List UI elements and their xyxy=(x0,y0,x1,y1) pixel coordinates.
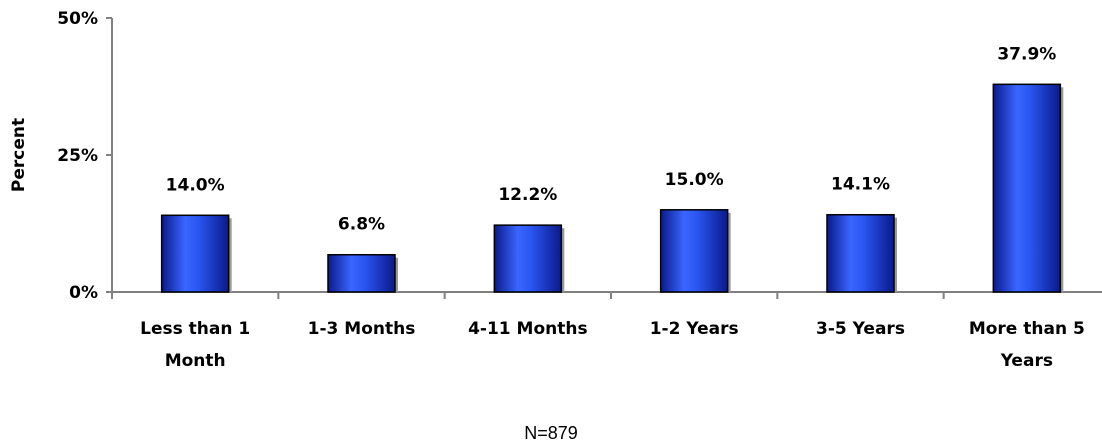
category-label: 4-11 Months xyxy=(468,319,588,339)
y-tick-label: 0% xyxy=(69,283,98,303)
bar xyxy=(659,209,729,293)
bar-value-label: 15.0% xyxy=(665,170,724,190)
bar-value-label: 12.2% xyxy=(498,185,557,205)
bars xyxy=(160,83,1064,293)
category-label: 3-5 Years xyxy=(816,319,905,339)
category-label: Years xyxy=(1000,351,1053,371)
category-labels: Less than 1 Month 1-3 Months 4-11 Months 1-2… xyxy=(140,319,1085,371)
bar xyxy=(327,253,396,293)
y-tick-label: 25% xyxy=(57,146,98,166)
bar xyxy=(992,83,1062,293)
x-axis xyxy=(111,291,1102,299)
category-label: More than 5 xyxy=(969,319,1085,339)
category-label: Month xyxy=(165,351,226,371)
y-axis-label: Percent xyxy=(9,118,29,192)
bar-value-label: 14.1% xyxy=(831,175,890,195)
bar-value-label: 37.9% xyxy=(997,44,1056,64)
bar xyxy=(160,214,230,293)
bar xyxy=(826,213,895,293)
category-label: 1-2 Years xyxy=(650,319,739,339)
bar-value-label: 6.8% xyxy=(338,215,385,235)
sample-size-note: N=879 xyxy=(524,423,578,443)
bar xyxy=(493,224,563,293)
value-labels: 14.0% 6.8% 12.2% 15.0% 14.1% 37.9% xyxy=(166,44,1057,234)
y-axis: 0% 25% 50% xyxy=(57,9,113,303)
category-label: 1-3 Months xyxy=(308,319,416,339)
bar-value-label: 14.0% xyxy=(166,175,225,195)
category-label: Less than 1 xyxy=(140,319,250,339)
y-tick-label: 50% xyxy=(57,9,98,29)
